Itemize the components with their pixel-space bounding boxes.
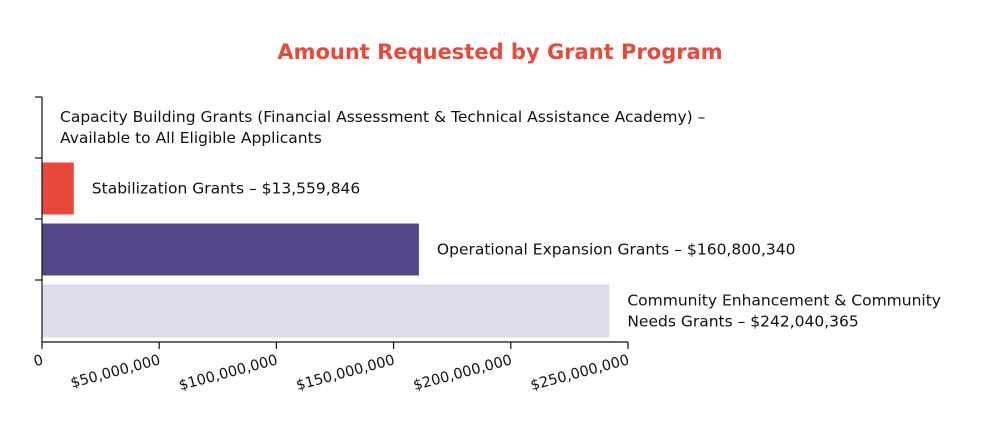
x-tick-label-1: $50,000,000 bbox=[69, 352, 162, 391]
bar-label-3-line-0: Community Enhancement & Community bbox=[627, 292, 941, 310]
bar-label-0-line-0: Capacity Building Grants (Financial Asse… bbox=[60, 108, 705, 126]
bar-labels-layer: Capacity Building Grants (Financial Asse… bbox=[60, 108, 941, 331]
x-tick-label-3: $150,000,000 bbox=[294, 352, 396, 394]
bars-layer bbox=[42, 162, 610, 338]
chart-title: Amount Requested by Grant Program bbox=[277, 40, 722, 64]
bar-label-3: Community Enhancement & Community Needs G… bbox=[627, 292, 941, 331]
bar-label-1-line-0: Stabilization Grants – $13,559,846 bbox=[92, 180, 361, 198]
x-tick-label-5: $250,000,000 bbox=[529, 352, 631, 394]
x-tick-label-4: $200,000,000 bbox=[412, 352, 514, 394]
x-tick-label-2: $100,000,000 bbox=[177, 352, 279, 394]
bar-label-0: Capacity Building Grants (Financial Asse… bbox=[60, 108, 705, 147]
bar-label-2-line-0: Operational Expansion Grants – $160,800,… bbox=[437, 241, 796, 259]
bar-3 bbox=[42, 284, 610, 338]
bar-label-2: Operational Expansion Grants – $160,800,… bbox=[437, 241, 796, 259]
x-tick-label-0: 0 bbox=[32, 352, 45, 370]
bar-label-1: Stabilization Grants – $13,559,846 bbox=[92, 180, 361, 198]
bar-2 bbox=[42, 223, 419, 276]
bar-1 bbox=[42, 162, 74, 215]
bar-label-0-line-1: Available to All Eligible Applicants bbox=[60, 129, 322, 147]
bar-label-3-line-1: Needs Grants – $242,040,365 bbox=[627, 313, 858, 331]
